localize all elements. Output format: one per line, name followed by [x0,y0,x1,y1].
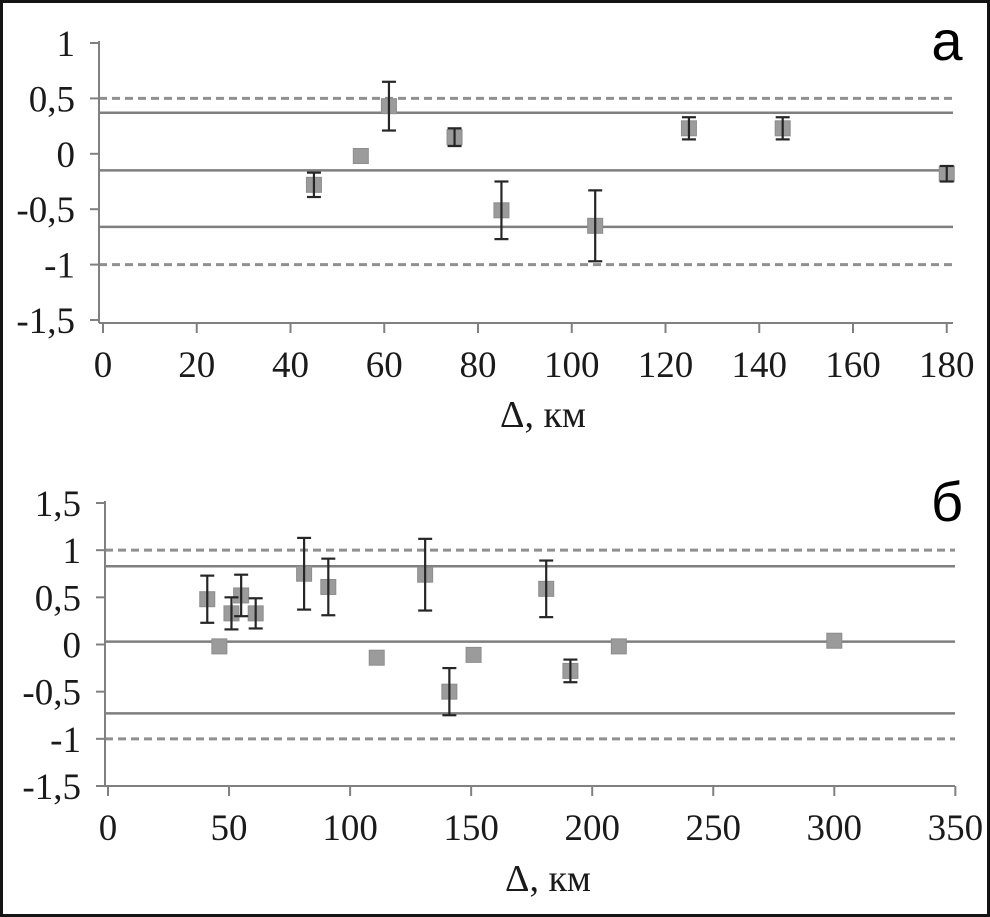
x-tick-label: 60 [366,345,403,386]
x-axis-label: Δ, км [505,858,591,900]
data-point [368,649,385,666]
x-tick-label: 300 [807,808,863,849]
x-tick-label: 250 [686,808,742,849]
data-point [826,632,843,649]
x-tick-label: 350 [928,808,984,849]
x-tick-label: 140 [732,345,788,386]
x-tick-label: 50 [211,808,248,849]
y-tick-label: -1 [44,246,75,287]
x-tick-label: 120 [638,345,694,386]
chart-b: 1,5 1 0,5 0 -0,5 -1 -1,5 0 50 100 150 200 250 300 350 Δ… [22,470,984,900]
x-tick-label: 200 [564,808,620,849]
y-tick-label: 0,5 [35,578,81,619]
data-point [465,646,482,663]
y-tick-label: -1 [50,720,81,761]
panel-label: б [931,470,963,533]
y-tick-label: -0,5 [22,673,81,714]
y-tick-label: -0,5 [16,190,75,231]
x-tick-label: 80 [460,345,497,386]
data-point [211,638,228,655]
y-tick-label: 0 [57,135,76,176]
y-tick-label: 1 [57,24,76,65]
y-tick-label: 1,5 [35,484,81,525]
x-tick-label: 20 [178,345,215,386]
x-tick-label: 100 [544,345,600,386]
panel-label: а [931,9,963,72]
x-tick-label: 160 [825,345,881,386]
y-tick-label: 0 [63,625,82,666]
x-tick-label: 180 [919,345,975,386]
data-point [352,148,369,165]
x-tick-label: 0 [94,345,113,386]
chart-a: 1 0,5 0 -0,5 -1 -1,5 0 20 40 60 80 100 120 140 160 180 Δ… [16,9,975,436]
x-tick-label: 100 [322,808,378,849]
x-tick-label: 0 [99,808,118,849]
x-tick-label: 40 [272,345,309,386]
y-tick-label: -1,5 [16,301,75,342]
y-tick-label: -1,5 [22,767,81,808]
y-tick-label: 0,5 [29,79,75,120]
y-tick-label: 1 [63,531,82,572]
x-tick-label: 150 [443,808,499,849]
data-point [610,638,627,655]
x-axis-label: Δ, км [500,394,586,436]
